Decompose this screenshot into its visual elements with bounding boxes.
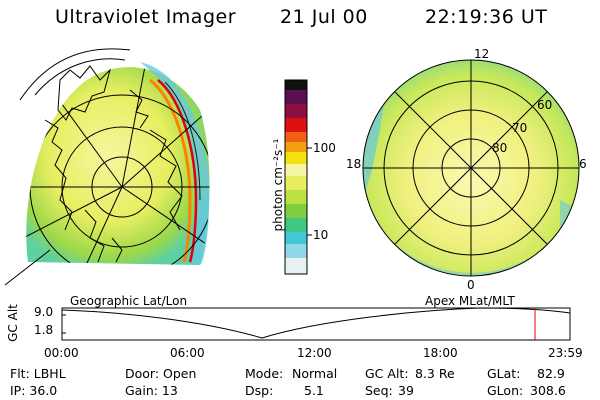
lat-label-70: 70 — [512, 121, 528, 135]
filter-info: Flt: LBHL — [10, 366, 66, 381]
dsp-label: Dsp: — [245, 383, 274, 398]
glat-label: GLat: — [487, 366, 521, 381]
colorbar-unit-label: photon cm⁻²s⁻¹ — [271, 138, 285, 232]
colorbar-tick-100: 100 — [313, 141, 336, 155]
altitude-plot — [61, 307, 571, 341]
glat-value: 82.9 — [537, 366, 565, 381]
glon-label: GLon: — [487, 383, 524, 398]
time-tick-2359: 23:59 — [548, 346, 583, 360]
mlt-label-0: 0 — [467, 278, 475, 292]
seq-label: Seq: — [365, 383, 393, 398]
time-label: 22:19:36 UT — [425, 6, 548, 28]
colorbar — [284, 79, 312, 275]
mlt-label-18: 18 — [346, 157, 362, 171]
mode-value: Normal — [292, 366, 338, 381]
mlt-label-12: 12 — [474, 47, 490, 61]
altitude-tick-1.8: 1.8 — [34, 323, 54, 337]
time-tick-1200: 12:00 — [297, 346, 332, 360]
mode-label: Mode: — [245, 366, 284, 381]
door-info: Door: Open — [125, 366, 197, 381]
lat-label-60: 60 — [537, 98, 553, 112]
colorbar-tick-10: 10 — [313, 228, 329, 242]
time-tick-1800: 18:00 — [423, 346, 458, 360]
time-tick-0600: 06:00 — [170, 346, 205, 360]
glon-value: 308.6 — [530, 383, 566, 398]
geographic-auroral-image — [4, 48, 580, 286]
instrument-title: Ultraviolet Imager — [55, 6, 237, 28]
gc-alt-label: GC Alt: — [365, 366, 409, 381]
ip-info: IP: 36.0 — [10, 383, 58, 398]
gc-alt-value: 8.3 Re — [415, 366, 455, 381]
date-label: 21 Jul 00 — [280, 6, 368, 28]
mlt-label-6: 6 — [579, 157, 587, 171]
left-panel-caption: Geographic Lat/Lon — [70, 294, 188, 308]
time-tick-0000: 00:00 — [44, 346, 79, 360]
dsp-value: 5.1 — [304, 383, 324, 398]
right-panel-caption: Apex MLat/MLT — [425, 294, 515, 308]
gain-info: Gain: 13 — [125, 383, 178, 398]
lat-label-80: 80 — [492, 141, 508, 155]
altitude-tick-9: 9.0 — [34, 305, 54, 319]
seq-value: 39 — [398, 383, 414, 398]
